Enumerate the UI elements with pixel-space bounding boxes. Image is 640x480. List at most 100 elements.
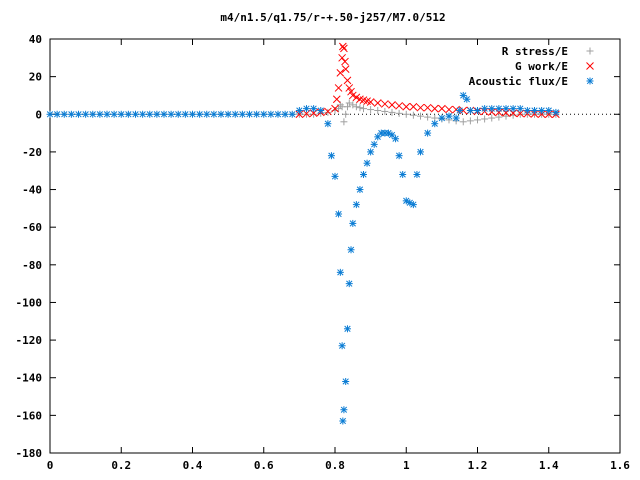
- data-point: [370, 140, 378, 148]
- y-tick-label: -120: [16, 334, 43, 347]
- data-point: [481, 105, 489, 113]
- legend-label: R stress/E: [502, 45, 568, 58]
- data-point: [210, 110, 218, 118]
- data-points: [46, 42, 560, 425]
- data-point: [374, 133, 382, 141]
- data-point: [374, 107, 382, 115]
- data-point: [474, 107, 481, 115]
- data-point: [456, 107, 464, 115]
- data-point: [438, 114, 446, 122]
- y-tick-label: -60: [22, 221, 42, 234]
- data-point: [352, 201, 360, 209]
- data-point: [537, 110, 546, 118]
- data-point: [46, 110, 54, 118]
- chart-title: m4/n1.5/q1.75/r-+.50-j257/M7.0/512: [220, 11, 445, 24]
- data-point: [417, 148, 424, 156]
- data-point: [340, 406, 348, 414]
- data-point: [495, 105, 503, 113]
- data-point: [531, 107, 538, 115]
- legend-marker: [586, 77, 594, 85]
- data-point: [224, 110, 232, 118]
- x-tick-label: 0.4: [183, 459, 203, 472]
- data-point: [231, 110, 239, 118]
- data-point: [509, 105, 517, 113]
- data-point: [331, 104, 339, 113]
- data-point: [338, 342, 346, 350]
- data-point: [345, 280, 353, 288]
- data-point: [343, 325, 351, 333]
- data-point: [310, 105, 318, 113]
- data-point: [367, 148, 375, 156]
- data-point: [253, 110, 261, 118]
- data-point: [335, 210, 343, 218]
- data-point: [174, 110, 182, 118]
- legend-marker: [586, 47, 594, 55]
- data-point: [146, 110, 154, 118]
- data-point: [466, 107, 474, 115]
- data-point: [381, 100, 389, 108]
- data-point: [474, 116, 481, 124]
- data-point: [324, 108, 332, 116]
- data-point: [481, 115, 489, 123]
- data-point: [431, 120, 439, 128]
- data-point: [139, 110, 147, 118]
- legend-marker: [586, 62, 594, 70]
- data-point: [335, 105, 343, 113]
- data-point: [339, 417, 347, 425]
- y-tick-label: -140: [16, 372, 43, 385]
- data-point: [345, 84, 354, 92]
- data-point: [295, 110, 304, 119]
- data-point: [395, 152, 403, 160]
- data-point: [196, 110, 204, 118]
- data-point: [523, 107, 531, 115]
- x-tick-label: 0: [47, 459, 54, 472]
- data-point: [516, 105, 524, 113]
- y-tick-label: -180: [16, 447, 43, 460]
- data-point: [338, 42, 347, 51]
- data-point: [495, 108, 503, 117]
- data-point: [96, 110, 104, 118]
- data-point: [409, 111, 417, 119]
- data-point: [181, 110, 189, 118]
- data-point: [356, 186, 364, 194]
- data-point: [345, 99, 353, 107]
- data-point: [402, 110, 410, 118]
- x-tick-label: 0.8: [325, 459, 345, 472]
- data-point: [327, 152, 335, 160]
- data-point: [324, 107, 332, 116]
- data-point: [117, 110, 125, 118]
- data-point: [488, 114, 496, 122]
- data-point: [267, 110, 275, 118]
- data-point: [274, 110, 282, 118]
- data-point: [544, 110, 553, 119]
- data-point: [348, 91, 357, 100]
- data-point: [343, 76, 352, 85]
- x-tick-label: 1: [403, 459, 410, 472]
- x-tick-label: 0.2: [111, 459, 131, 472]
- data-point: [334, 84, 343, 92]
- data-point: [459, 118, 467, 126]
- y-tick-label: 0: [35, 108, 42, 121]
- data-point: [349, 101, 357, 109]
- data-point: [288, 110, 296, 118]
- data-point: [367, 106, 375, 114]
- data-point: [424, 129, 432, 137]
- data-point: [366, 98, 375, 106]
- data-point: [416, 103, 425, 112]
- axis-ticks: 0 0.2 0.4 0.6 0.8 1 1.2 1.4 1.6 40 20 0 -20 -40 -60 -80…: [16, 33, 631, 472]
- data-point: [82, 110, 90, 118]
- data-point: [360, 170, 367, 178]
- data-point: [89, 110, 97, 118]
- data-point: [336, 268, 344, 276]
- data-point: [488, 105, 496, 113]
- data-point: [417, 112, 424, 120]
- data-point: [75, 110, 82, 118]
- data-point: [324, 120, 332, 128]
- data-point: [53, 110, 61, 118]
- y-tick-label: 40: [29, 33, 42, 46]
- data-point: [373, 99, 382, 107]
- data-point: [67, 110, 75, 118]
- data-point: [409, 102, 418, 111]
- data-point: [260, 110, 268, 118]
